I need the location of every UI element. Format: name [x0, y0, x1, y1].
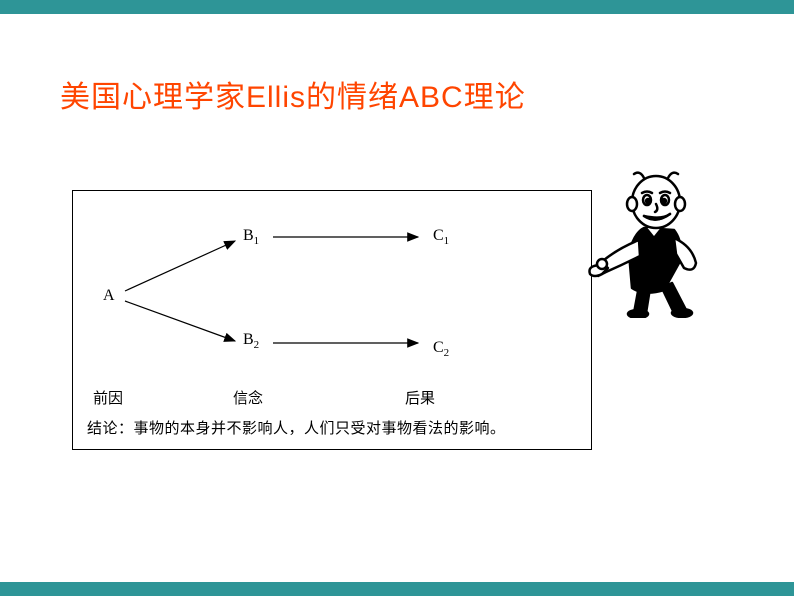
pointing-man-icon	[584, 168, 714, 318]
page-title: 美国心理学家Ellis的情绪ABC理论	[60, 72, 526, 116]
node-c2: C2	[433, 339, 449, 359]
node-a: A	[103, 287, 115, 305]
diagram-arrows	[73, 191, 593, 381]
node-b2: B2	[243, 331, 259, 351]
col-label-belief: 信念	[233, 387, 263, 408]
node-b1: B1	[243, 227, 259, 247]
col-label-cause: 前因	[93, 387, 123, 408]
bottom-bar	[0, 582, 794, 596]
node-c1: C1	[433, 227, 449, 247]
conclusion-text: 结论：事物的本身并不影响人，人们只受对事物看法的影响。	[87, 417, 506, 438]
col-label-consequence: 后果	[405, 387, 435, 408]
top-bar	[0, 0, 794, 14]
abc-diagram: A B1 B2 C1 C2 前因 信念 后果 结论：事物的本身并不影响人，人们只…	[72, 190, 592, 450]
